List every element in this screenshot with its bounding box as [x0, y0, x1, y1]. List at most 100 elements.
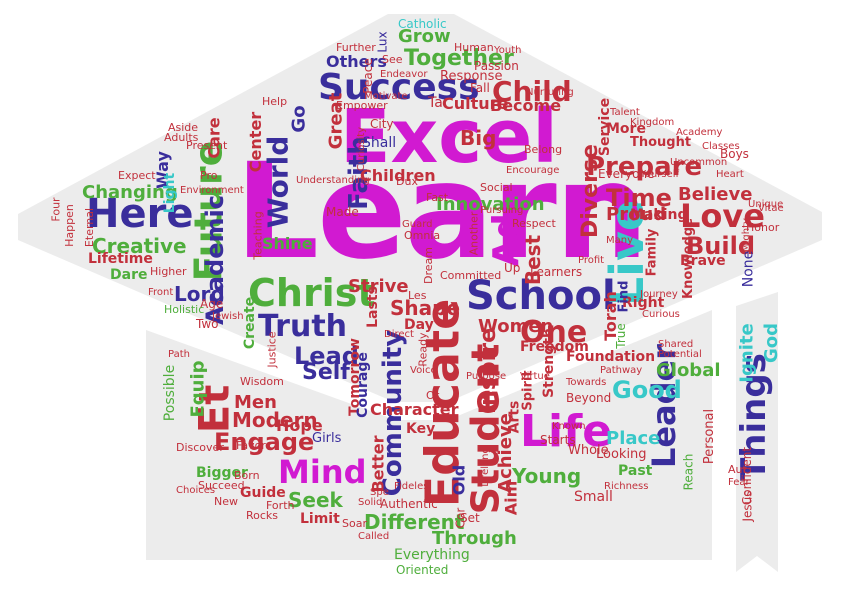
word-choices: Choices: [176, 485, 216, 496]
word-true: True: [613, 323, 628, 349]
word-more: More: [606, 121, 646, 137]
word-whole: Whole: [568, 443, 609, 458]
word-others: Others: [326, 52, 387, 71]
word-here: Here: [86, 191, 194, 237]
word-adults: Adults: [164, 131, 199, 144]
word-everything: Everything: [394, 547, 470, 563]
word-profit: Profit: [578, 255, 605, 266]
word-excel: Excel: [340, 94, 558, 180]
word-honor: Honor: [746, 221, 780, 234]
word-solid: Solid: [358, 497, 383, 508]
word-dream: Dream: [421, 247, 435, 284]
word-beyond: Beyond: [566, 391, 612, 405]
word-none: None: [740, 250, 757, 288]
word-shared: Shared: [658, 339, 694, 350]
word-authentic: Authentic: [380, 497, 438, 511]
word-expect: Expect: [118, 169, 156, 182]
word-arts: Arts: [506, 400, 523, 434]
word-understanding: Understanding: [296, 175, 370, 186]
word-diverse: Diverse: [577, 144, 603, 238]
word-place: Place: [606, 428, 661, 449]
word-success: Success: [318, 67, 480, 108]
word-pursuing: Pursuing: [480, 205, 524, 216]
word-academy: Academy: [676, 127, 723, 138]
word-knowledge: Knowledge: [680, 218, 696, 299]
word-front: Front: [148, 287, 174, 298]
word-belong: Belong: [524, 143, 563, 156]
word-create: Create: [242, 296, 259, 350]
word-day: Day: [404, 317, 434, 333]
word-pro: Pro: [200, 169, 218, 182]
word-born: Born: [234, 469, 260, 482]
word-innovation: Innovation: [436, 194, 545, 215]
word-global: Global: [656, 360, 721, 381]
word-learn: Learn: [235, 135, 649, 289]
word-favor: Favor: [236, 439, 266, 452]
word-endeavor: Endeavor: [380, 69, 428, 80]
word-looking: Looking: [596, 447, 647, 462]
word-character: Character: [370, 400, 459, 419]
word-past: Past: [618, 463, 653, 479]
word-or: Or: [426, 389, 440, 402]
word-good: Good: [612, 376, 682, 404]
word-lifetime: Lifetime: [88, 251, 153, 267]
word-freedom: Freedom: [520, 339, 589, 355]
word-life: Life: [520, 406, 613, 457]
word-women: Women: [478, 316, 554, 337]
word-four: Four: [49, 197, 63, 222]
word-men: Men: [234, 392, 277, 413]
word-fear: Fear: [728, 477, 750, 488]
word-family: Family: [644, 228, 660, 277]
word-better: Better: [368, 435, 388, 493]
word-love: Love: [680, 197, 765, 235]
word-age: Age: [200, 297, 224, 311]
word-different: Different: [364, 510, 465, 534]
word-spe: Spe: [370, 487, 389, 498]
cap-crown: [146, 310, 712, 560]
word-children: Children: [360, 166, 436, 185]
word-les: Les: [408, 289, 427, 302]
word-care: Care: [204, 117, 224, 159]
word-social: Social: [480, 181, 513, 194]
word-committed: Committed: [440, 269, 502, 282]
word-journey: Journey: [640, 289, 678, 300]
word-shine: Shine: [262, 234, 313, 253]
word-soar: Soar: [342, 517, 367, 530]
word-teaching: Teaching: [251, 211, 265, 260]
word-creative: Creative: [92, 234, 187, 258]
word-big: Big: [460, 126, 497, 150]
word-respect: Respect: [512, 217, 556, 230]
word-further: Further: [336, 41, 376, 54]
word-shall: Shall: [362, 135, 397, 151]
word-become: Become: [490, 96, 562, 115]
word-another: Another: [467, 211, 481, 256]
word-ignite: Ignite: [736, 323, 758, 383]
word-richness: Richness: [604, 481, 649, 492]
word-lead: Lead: [294, 342, 359, 370]
word-response: Response: [440, 69, 503, 84]
word-boys: Boys: [720, 147, 749, 161]
word-changing: Changing: [82, 182, 178, 203]
cap-board: [18, 14, 822, 402]
word-direct: Direct: [384, 329, 414, 340]
word-rocks: Rocks: [246, 509, 279, 522]
word-many: Many: [606, 235, 634, 246]
word-talent: Talent: [610, 107, 640, 118]
word-omnia: Omnia: [404, 229, 441, 242]
word-towards: Towards: [566, 377, 607, 388]
word-time: Time: [606, 184, 672, 212]
word-old: Old: [449, 464, 469, 496]
word-ready: Ready: [416, 332, 430, 367]
word-justice: Justice: [265, 331, 279, 368]
word-believe: Believe: [678, 184, 753, 205]
word-curious: Curious: [642, 309, 680, 320]
word-dare: Dare: [110, 267, 148, 283]
word-lifelong: Lifelong: [479, 447, 491, 487]
word-pathway: Pathway: [600, 365, 643, 376]
word-vitae: Vitae: [758, 203, 784, 214]
word-personal: Personal: [702, 408, 718, 465]
word-god: God: [761, 322, 783, 364]
word-limit: Limit: [300, 511, 340, 527]
word-shape: Shape: [390, 296, 461, 320]
word-grow: Grow: [398, 26, 451, 47]
